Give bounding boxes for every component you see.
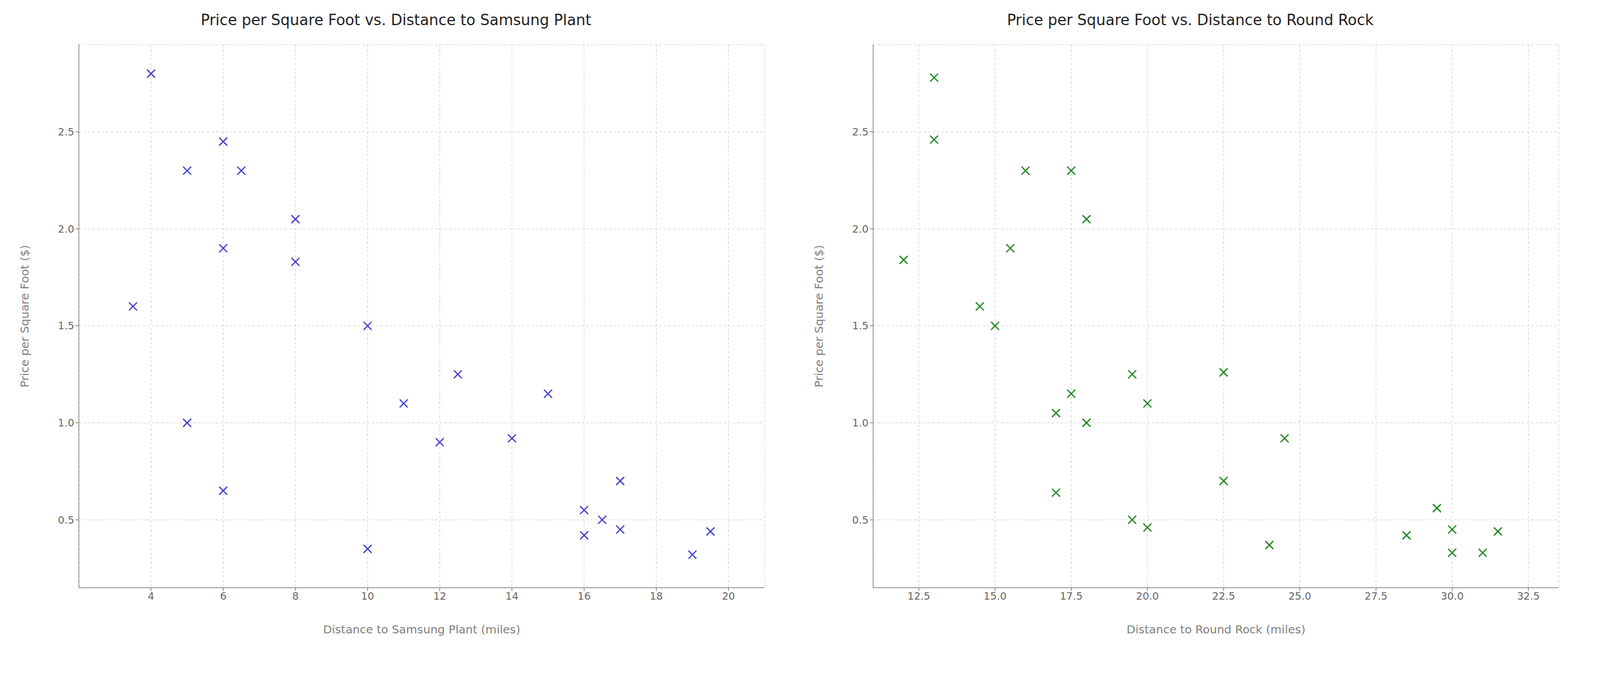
svg-text:4: 4 [148,589,155,602]
svg-text:8: 8 [292,589,299,602]
svg-text:18: 18 [649,589,663,602]
svg-text:Distance to Round Rock (miles): Distance to Round Rock (miles) [1126,622,1306,636]
svg-text:1.5: 1.5 [852,319,869,332]
svg-text:12.5: 12.5 [907,589,931,602]
svg-text:Price per Square Foot ($): Price per Square Foot ($) [812,244,826,387]
svg-text:32.5: 32.5 [1517,589,1540,602]
svg-text:1.5: 1.5 [57,319,75,332]
svg-text:Price per Square Foot ($): Price per Square Foot ($) [17,244,32,387]
svg-text:27.5: 27.5 [1364,589,1388,602]
svg-text:20.0: 20.0 [1136,589,1159,602]
svg-text:20: 20 [721,589,735,602]
svg-text:2.5: 2.5 [852,125,869,138]
svg-text:12: 12 [433,589,447,602]
svg-text:15.0: 15.0 [983,589,1007,602]
svg-text:30.0: 30.0 [1440,589,1464,602]
svg-text:2.0: 2.0 [57,222,75,235]
svg-text:2.0: 2.0 [852,222,869,235]
svg-text:6: 6 [220,589,227,602]
svg-text:22.5: 22.5 [1212,589,1235,602]
svg-text:17.5: 17.5 [1060,589,1083,602]
svg-text:25.0: 25.0 [1288,589,1312,602]
svg-text:16: 16 [577,589,591,602]
svg-text:0.5: 0.5 [852,513,869,526]
svg-text:1.0: 1.0 [852,416,869,429]
html-text:Price per Square Foot vs. Dist: Price per Square Foot vs. Distance to Ro… [1006,11,1374,29]
svg-text:0.5: 0.5 [57,513,75,526]
svg-text:10: 10 [361,589,375,602]
svg-text:2.5: 2.5 [57,125,75,138]
svg-text:1.0: 1.0 [57,416,75,429]
svg-text:14: 14 [505,589,519,602]
svg-text:Distance to Samsung Plant (mil: Distance to Samsung Plant (miles) [322,622,520,636]
html-text:Price per Square Foot vs. Dist: Price per Square Foot vs. Distance to Sa… [200,11,592,29]
